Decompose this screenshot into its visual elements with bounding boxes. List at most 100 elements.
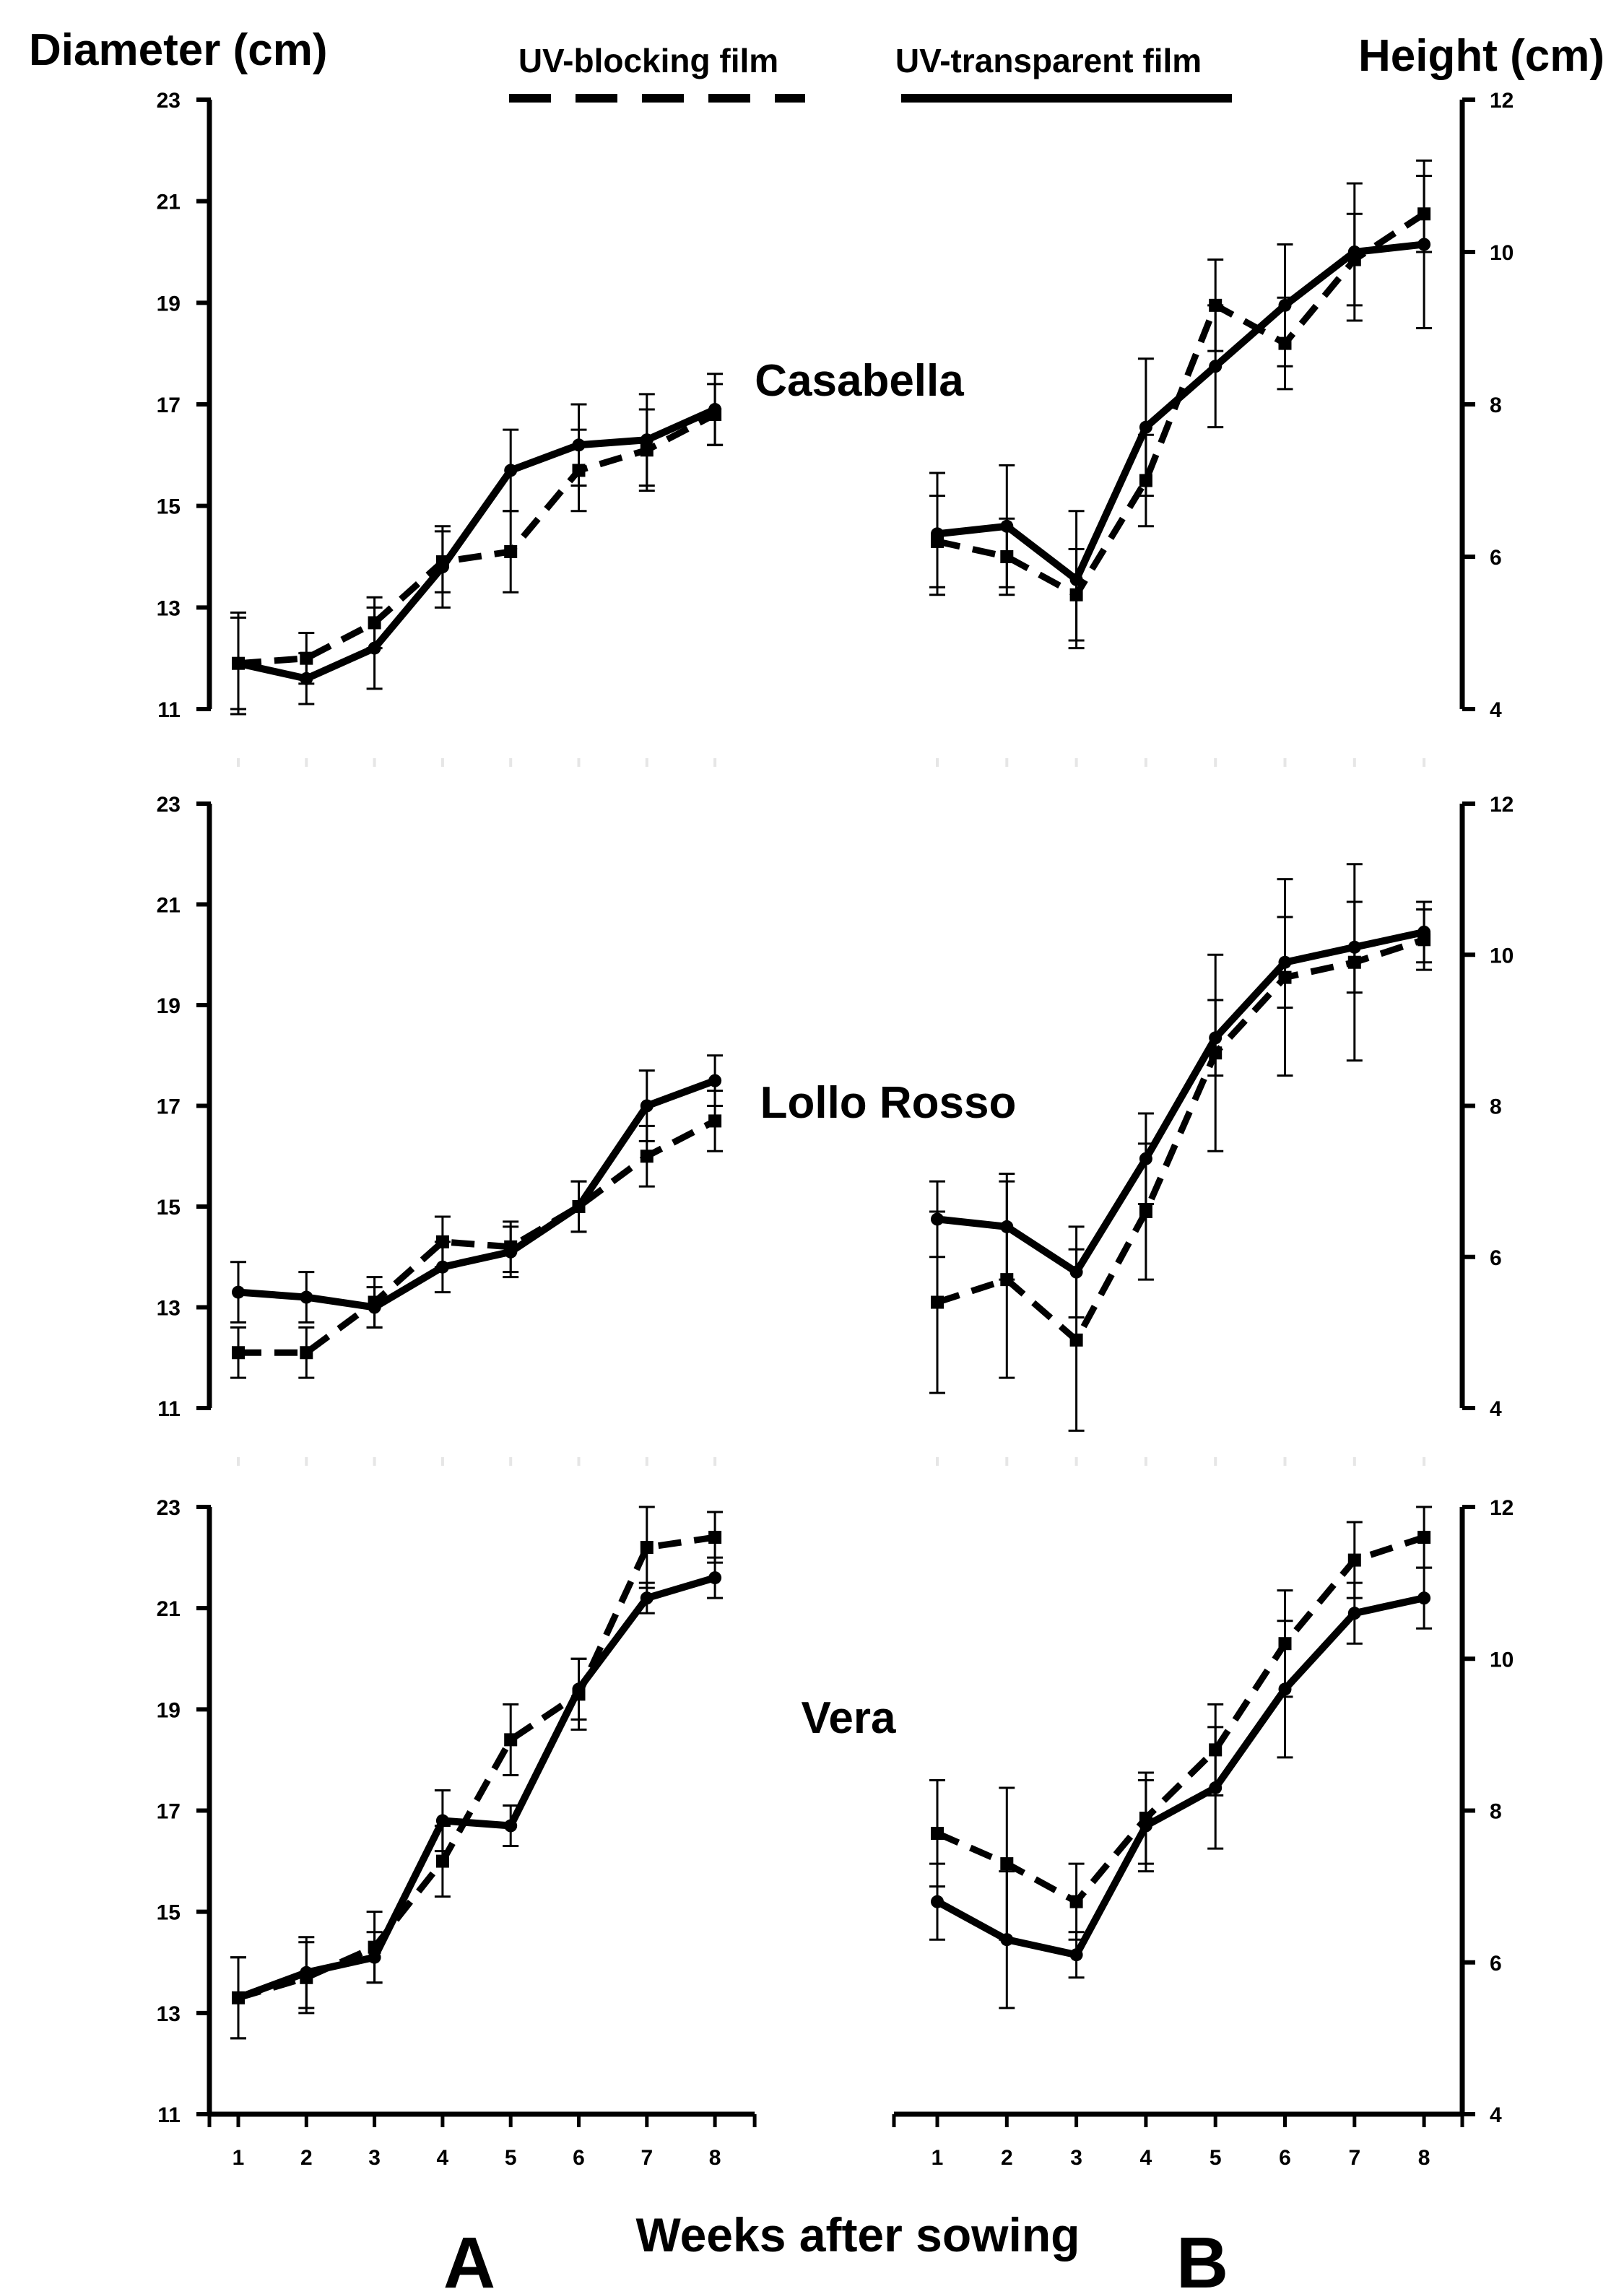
x-tick-label: 1	[233, 2146, 245, 2170]
y-tick-label: 17	[157, 1095, 181, 1119]
x-tick-label: 2	[1001, 2146, 1013, 2170]
y-tick-label: 19	[157, 292, 181, 316]
data-point-circle	[1417, 925, 1431, 939]
diameter-uv-blocking-series-line	[238, 1118, 717, 1356]
data-point-circle	[435, 560, 449, 574]
diameter-uv-transparent-series-line	[237, 1574, 716, 2002]
diameter-uv-blocking-series-line	[238, 412, 717, 667]
data-point-circle	[300, 1965, 313, 1979]
cultivar-label: Vera	[801, 1693, 896, 1743]
diameter-uv-blocking-series	[230, 383, 724, 711]
y-tick-label: 15	[157, 1196, 181, 1220]
diameter-uv-transparent-series	[230, 373, 724, 716]
data-point-circle	[1000, 1933, 1014, 1947]
data-point-circle	[640, 1099, 653, 1113]
right-axis: 4 6 8 10 12	[936, 89, 1514, 767]
data-point-square	[640, 1150, 653, 1163]
y-tick-label: 13	[157, 596, 181, 620]
panel-letter-a: A	[443, 2223, 495, 2294]
y-tick-label: 6	[1490, 1246, 1502, 1270]
x-tick-label: 7	[641, 2146, 653, 2170]
diameter-uv-blocking-series	[230, 1506, 724, 2040]
x-tick-label: 8	[709, 2146, 721, 2170]
height-uv-blocking-series-line	[936, 1534, 1425, 1906]
data-point-circle	[300, 672, 313, 685]
data-point-circle	[504, 464, 518, 477]
data-point-circle	[368, 1300, 381, 1314]
y-tick-label: 12	[1490, 1496, 1514, 1520]
y-tick-label: 11	[157, 2103, 181, 2127]
data-point-circle	[1347, 246, 1361, 258]
y-tick-label: 4	[1490, 2103, 1502, 2127]
data-point-circle	[1000, 519, 1014, 533]
data-point-circle	[504, 1245, 518, 1259]
data-point-square	[931, 1827, 944, 1841]
height-uv-blocking-series-line	[936, 937, 1425, 1344]
y-tick-label: 10	[1490, 1648, 1514, 1672]
data-point-circle	[232, 656, 245, 670]
height-uv-transparent-series	[929, 159, 1433, 650]
data-point-square	[300, 1346, 313, 1360]
y-tick-label: 10	[1490, 241, 1514, 265]
height-uv-transparent-series-line	[937, 240, 1425, 583]
data-point-circle	[368, 1950, 381, 1964]
y-tick-label: 4	[1490, 698, 1502, 722]
height-uv-transparent-series-line	[937, 928, 1425, 1276]
height-uv-transparent-series	[929, 900, 1433, 1318]
data-point-square	[435, 1854, 449, 1868]
x-tick-label: 3	[1070, 2146, 1082, 2170]
diameter-uv-transparent-series	[230, 1054, 724, 1329]
y-tick-label: 6	[1490, 546, 1502, 570]
data-point-square	[1000, 1857, 1014, 1871]
data-point-circle	[640, 1591, 653, 1605]
height-uv-blocking-series	[929, 175, 1433, 642]
data-point-circle	[572, 1682, 586, 1696]
x-tick-label: 3	[368, 2146, 381, 2170]
data-point-circle	[1278, 1682, 1292, 1696]
data-point-circle	[1069, 1265, 1083, 1279]
data-point-square	[1347, 1553, 1361, 1567]
data-point-circle	[1069, 1948, 1083, 1962]
diameter-uv-transparent-series	[230, 1556, 724, 2040]
x-tick-label: 6	[573, 2146, 585, 2170]
data-point-circle	[708, 403, 722, 417]
y-tick-label: 19	[157, 1698, 181, 1722]
data-point-circle	[708, 1074, 722, 1087]
data-point-circle	[931, 527, 944, 541]
y-tick-label: 13	[157, 2002, 181, 2026]
x-tick-label: 8	[1418, 2146, 1430, 2170]
data-point-circle	[1139, 1819, 1152, 1833]
data-point-circle	[504, 1819, 518, 1833]
data-point-circle	[1347, 1607, 1361, 1620]
data-point-circle	[1347, 940, 1361, 954]
y-tick-label: 11	[157, 698, 181, 722]
y-tick-label: 23	[157, 1496, 181, 1520]
y-tick-label: 21	[157, 1597, 181, 1621]
y-tick-label: 19	[157, 994, 181, 1018]
data-point-square	[1417, 1531, 1431, 1544]
data-point-circle	[232, 1991, 245, 2004]
data-point-circle	[1417, 1591, 1431, 1605]
y-right-axis-title: Height (cm)	[1358, 31, 1605, 81]
x-tick-label: 4	[1140, 2146, 1152, 2170]
left-axis: 11 13 15 17 19 21 23	[157, 89, 717, 767]
cultivar-label: Lollo Rosso	[760, 1078, 1017, 1128]
y-tick-label: 8	[1490, 1800, 1502, 1824]
data-point-square	[504, 1733, 518, 1747]
height-uv-blocking-series-line	[937, 211, 1426, 599]
y-tick-label: 12	[1490, 793, 1514, 817]
data-point-square	[708, 1114, 722, 1128]
data-point-square	[640, 1541, 653, 1555]
data-point-square	[1069, 1895, 1083, 1908]
data-point-square	[1069, 1333, 1083, 1347]
x-tick-label: 6	[1279, 2146, 1291, 2170]
x-tick-label: 1	[932, 2146, 944, 2170]
y-left-axis-title: Diameter (cm)	[29, 25, 327, 75]
data-point-square	[708, 1531, 722, 1544]
y-tick-label: 15	[157, 495, 181, 519]
data-point-square	[931, 1295, 944, 1309]
data-point-circle	[368, 641, 381, 655]
